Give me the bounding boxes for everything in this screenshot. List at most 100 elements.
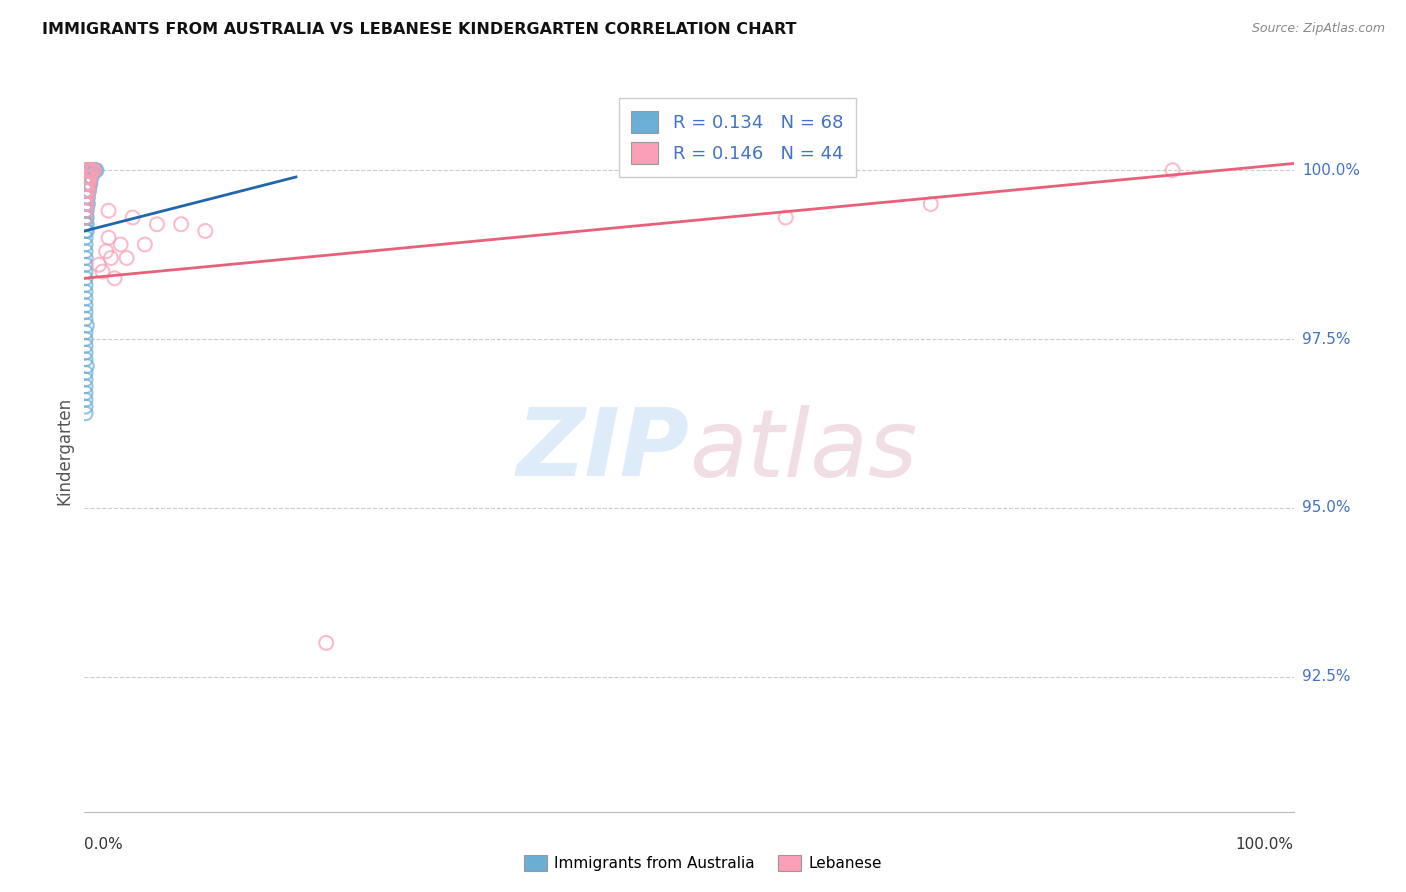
Point bbox=[170, 217, 193, 231]
Point bbox=[76, 211, 98, 225]
Point bbox=[79, 163, 101, 178]
Point bbox=[75, 264, 97, 278]
Point bbox=[75, 190, 97, 204]
Text: 92.5%: 92.5% bbox=[1302, 669, 1350, 684]
Point bbox=[76, 217, 98, 231]
Legend: Immigrants from Australia, Lebanese: Immigrants from Australia, Lebanese bbox=[517, 849, 889, 877]
Point bbox=[86, 163, 108, 178]
Text: 97.5%: 97.5% bbox=[1302, 332, 1350, 347]
Point bbox=[77, 169, 100, 184]
Point bbox=[77, 197, 100, 211]
Point bbox=[75, 163, 97, 178]
Point bbox=[75, 177, 97, 191]
Point bbox=[75, 211, 97, 225]
Point bbox=[75, 392, 97, 407]
Point bbox=[75, 292, 97, 306]
Point bbox=[75, 203, 97, 218]
Text: 100.0%: 100.0% bbox=[1302, 162, 1360, 178]
Point bbox=[920, 197, 942, 211]
Point bbox=[77, 177, 100, 191]
Point bbox=[76, 224, 98, 238]
Point bbox=[75, 285, 97, 299]
Point bbox=[1161, 163, 1184, 178]
Point bbox=[75, 203, 97, 218]
Point bbox=[75, 197, 97, 211]
Point bbox=[75, 379, 97, 393]
Point bbox=[77, 169, 100, 184]
Point bbox=[100, 251, 122, 265]
Legend: R = 0.134   N = 68, R = 0.146   N = 44: R = 0.134 N = 68, R = 0.146 N = 44 bbox=[619, 98, 856, 177]
Point bbox=[75, 326, 97, 340]
Point bbox=[84, 163, 107, 178]
Text: 100.0%: 100.0% bbox=[1236, 837, 1294, 852]
Point bbox=[82, 163, 104, 178]
Point bbox=[75, 224, 97, 238]
Point bbox=[77, 169, 100, 184]
Point bbox=[75, 169, 97, 184]
Point bbox=[77, 163, 100, 178]
Point bbox=[76, 177, 98, 191]
Point bbox=[75, 406, 97, 420]
Point bbox=[76, 169, 98, 184]
Point bbox=[76, 197, 98, 211]
Point bbox=[75, 258, 97, 272]
Point bbox=[76, 169, 98, 184]
Point bbox=[115, 251, 138, 265]
Point bbox=[104, 271, 127, 285]
Point bbox=[75, 163, 97, 178]
Point bbox=[76, 184, 98, 198]
Point bbox=[75, 197, 97, 211]
Point bbox=[76, 163, 98, 178]
Point bbox=[77, 169, 100, 184]
Text: 95.0%: 95.0% bbox=[1302, 500, 1350, 516]
Point bbox=[75, 231, 97, 245]
Text: atlas: atlas bbox=[689, 405, 917, 496]
Point bbox=[75, 373, 97, 387]
Point bbox=[77, 177, 100, 191]
Text: 0.0%: 0.0% bbox=[84, 837, 124, 852]
Point bbox=[76, 359, 98, 373]
Point bbox=[775, 211, 797, 225]
Point bbox=[80, 163, 103, 178]
Point bbox=[75, 237, 97, 252]
Point bbox=[76, 197, 98, 211]
Point bbox=[121, 211, 143, 225]
Point bbox=[75, 217, 97, 231]
Point bbox=[76, 163, 98, 178]
Point bbox=[75, 211, 97, 225]
Text: IMMIGRANTS FROM AUSTRALIA VS LEBANESE KINDERGARTEN CORRELATION CHART: IMMIGRANTS FROM AUSTRALIA VS LEBANESE KI… bbox=[42, 22, 797, 37]
Point bbox=[315, 636, 337, 650]
Point bbox=[75, 298, 97, 312]
Point bbox=[79, 177, 101, 191]
Text: ZIP: ZIP bbox=[516, 404, 689, 497]
Point bbox=[77, 184, 100, 198]
Point bbox=[110, 237, 132, 252]
Point bbox=[76, 203, 98, 218]
Point bbox=[75, 271, 97, 285]
Point bbox=[146, 217, 169, 231]
Point bbox=[80, 163, 103, 178]
Text: Source: ZipAtlas.com: Source: ZipAtlas.com bbox=[1251, 22, 1385, 36]
Point bbox=[77, 177, 100, 191]
Point bbox=[75, 184, 97, 198]
Point bbox=[76, 190, 98, 204]
Point bbox=[83, 163, 105, 178]
Point bbox=[77, 184, 100, 198]
Point bbox=[77, 163, 100, 178]
Point bbox=[194, 224, 217, 238]
Point bbox=[75, 244, 97, 259]
Point bbox=[75, 345, 97, 359]
Point bbox=[75, 177, 97, 191]
Point bbox=[97, 203, 120, 218]
Point bbox=[83, 163, 105, 178]
Point bbox=[76, 177, 98, 191]
Point bbox=[75, 400, 97, 414]
Point bbox=[75, 278, 97, 293]
Point bbox=[76, 190, 98, 204]
Point bbox=[77, 184, 100, 198]
Point bbox=[75, 339, 97, 353]
Point bbox=[75, 352, 97, 367]
Point bbox=[80, 169, 103, 184]
Point bbox=[79, 169, 101, 184]
Point bbox=[76, 184, 98, 198]
